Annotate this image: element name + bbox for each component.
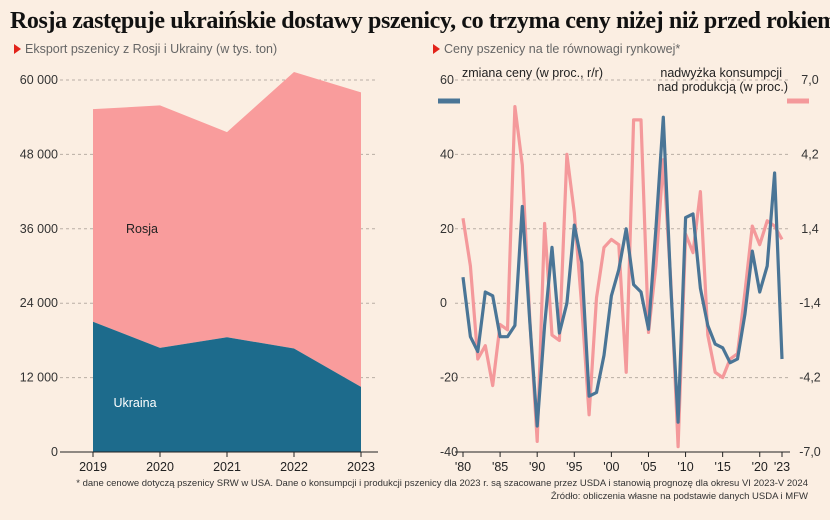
x-tick-label: '80 bbox=[455, 460, 471, 474]
x-tick-label: '00 bbox=[603, 460, 619, 474]
y-right-tick-label: -1,4 bbox=[799, 296, 821, 310]
y-tick-label: 60 000 bbox=[20, 73, 58, 87]
y-left-tick-label: 40 bbox=[440, 147, 454, 161]
y-right-tick-label: 4,2 bbox=[801, 147, 818, 161]
y-tick-label: 12 000 bbox=[20, 371, 58, 385]
x-tick-label: '05 bbox=[640, 460, 656, 474]
x-tick-label: 2019 bbox=[79, 460, 107, 474]
series-label-ukraina: Ukraina bbox=[113, 396, 156, 410]
x-tick-label: '85 bbox=[492, 460, 508, 474]
y-left-tick-label: -40 bbox=[440, 445, 458, 459]
page-title: Rosja zastępuje ukraińskie dostawy pszen… bbox=[10, 8, 830, 34]
ukraina-area bbox=[93, 321, 361, 452]
price-change-line bbox=[461, 115, 784, 428]
y-tick-label: 48 000 bbox=[20, 147, 58, 161]
source-note: Źródło: obliczenia własne na podstawie d… bbox=[550, 491, 808, 502]
legend-surplus-label-line2: nad produkcją (w proc.) bbox=[657, 80, 788, 94]
y-left-tick-label: -20 bbox=[440, 371, 458, 385]
right-subtitle-text: Ceny pszenicy na tle równowagi rynkowej* bbox=[444, 42, 681, 56]
x-tick-label: '90 bbox=[529, 460, 545, 474]
x-tick-label: '15 bbox=[715, 460, 731, 474]
x-tick-label: 2023 bbox=[347, 460, 375, 474]
y-left-tick-label: 0 bbox=[440, 296, 447, 310]
x-tick-label: '95 bbox=[566, 460, 582, 474]
y-right-tick-label: -7,0 bbox=[799, 445, 821, 459]
left-subtitle-text: Eksport pszenicy z Rosji i Ukrainy (w ty… bbox=[25, 42, 278, 56]
y-right-tick-label: 7,0 bbox=[801, 73, 818, 87]
left-chart-subtitle: Eksport pszenicy z Rosji i Ukrainy (w ty… bbox=[14, 42, 277, 56]
y-tick-label: 0 bbox=[51, 445, 58, 459]
triangle-marker-icon bbox=[14, 44, 21, 54]
x-tick-label: '10 bbox=[677, 460, 693, 474]
series-label-rosja: Rosja bbox=[126, 222, 158, 236]
y-right-tick-label: 1,4 bbox=[801, 222, 818, 236]
x-tick-label: '20 bbox=[752, 460, 768, 474]
legend-price-label: zmiana ceny (w proc., r/r) bbox=[462, 66, 603, 80]
rosja-area bbox=[93, 71, 361, 387]
y-left-tick-label: 20 bbox=[440, 222, 454, 236]
triangle-marker-icon bbox=[433, 44, 440, 54]
x-tick-label: 2022 bbox=[280, 460, 308, 474]
y-tick-label: 24 000 bbox=[20, 296, 58, 310]
legend-surplus-label-line1: nadwyżka konsumpcji bbox=[660, 66, 782, 80]
y-tick-label: 36 000 bbox=[20, 222, 58, 236]
x-tick-label: '23 bbox=[774, 460, 790, 474]
y-right-tick-label: -4,2 bbox=[799, 371, 821, 385]
y-left-tick-label: 60 bbox=[440, 73, 454, 87]
x-tick-label: 2021 bbox=[213, 460, 241, 474]
x-tick-label: 2020 bbox=[146, 460, 174, 474]
right-chart-subtitle: Ceny pszenicy na tle równowagi rynkowej* bbox=[433, 42, 680, 56]
footnote: * dane cenowe dotyczą pszenicy SRW w USA… bbox=[76, 478, 808, 489]
surplus-line bbox=[461, 105, 784, 449]
